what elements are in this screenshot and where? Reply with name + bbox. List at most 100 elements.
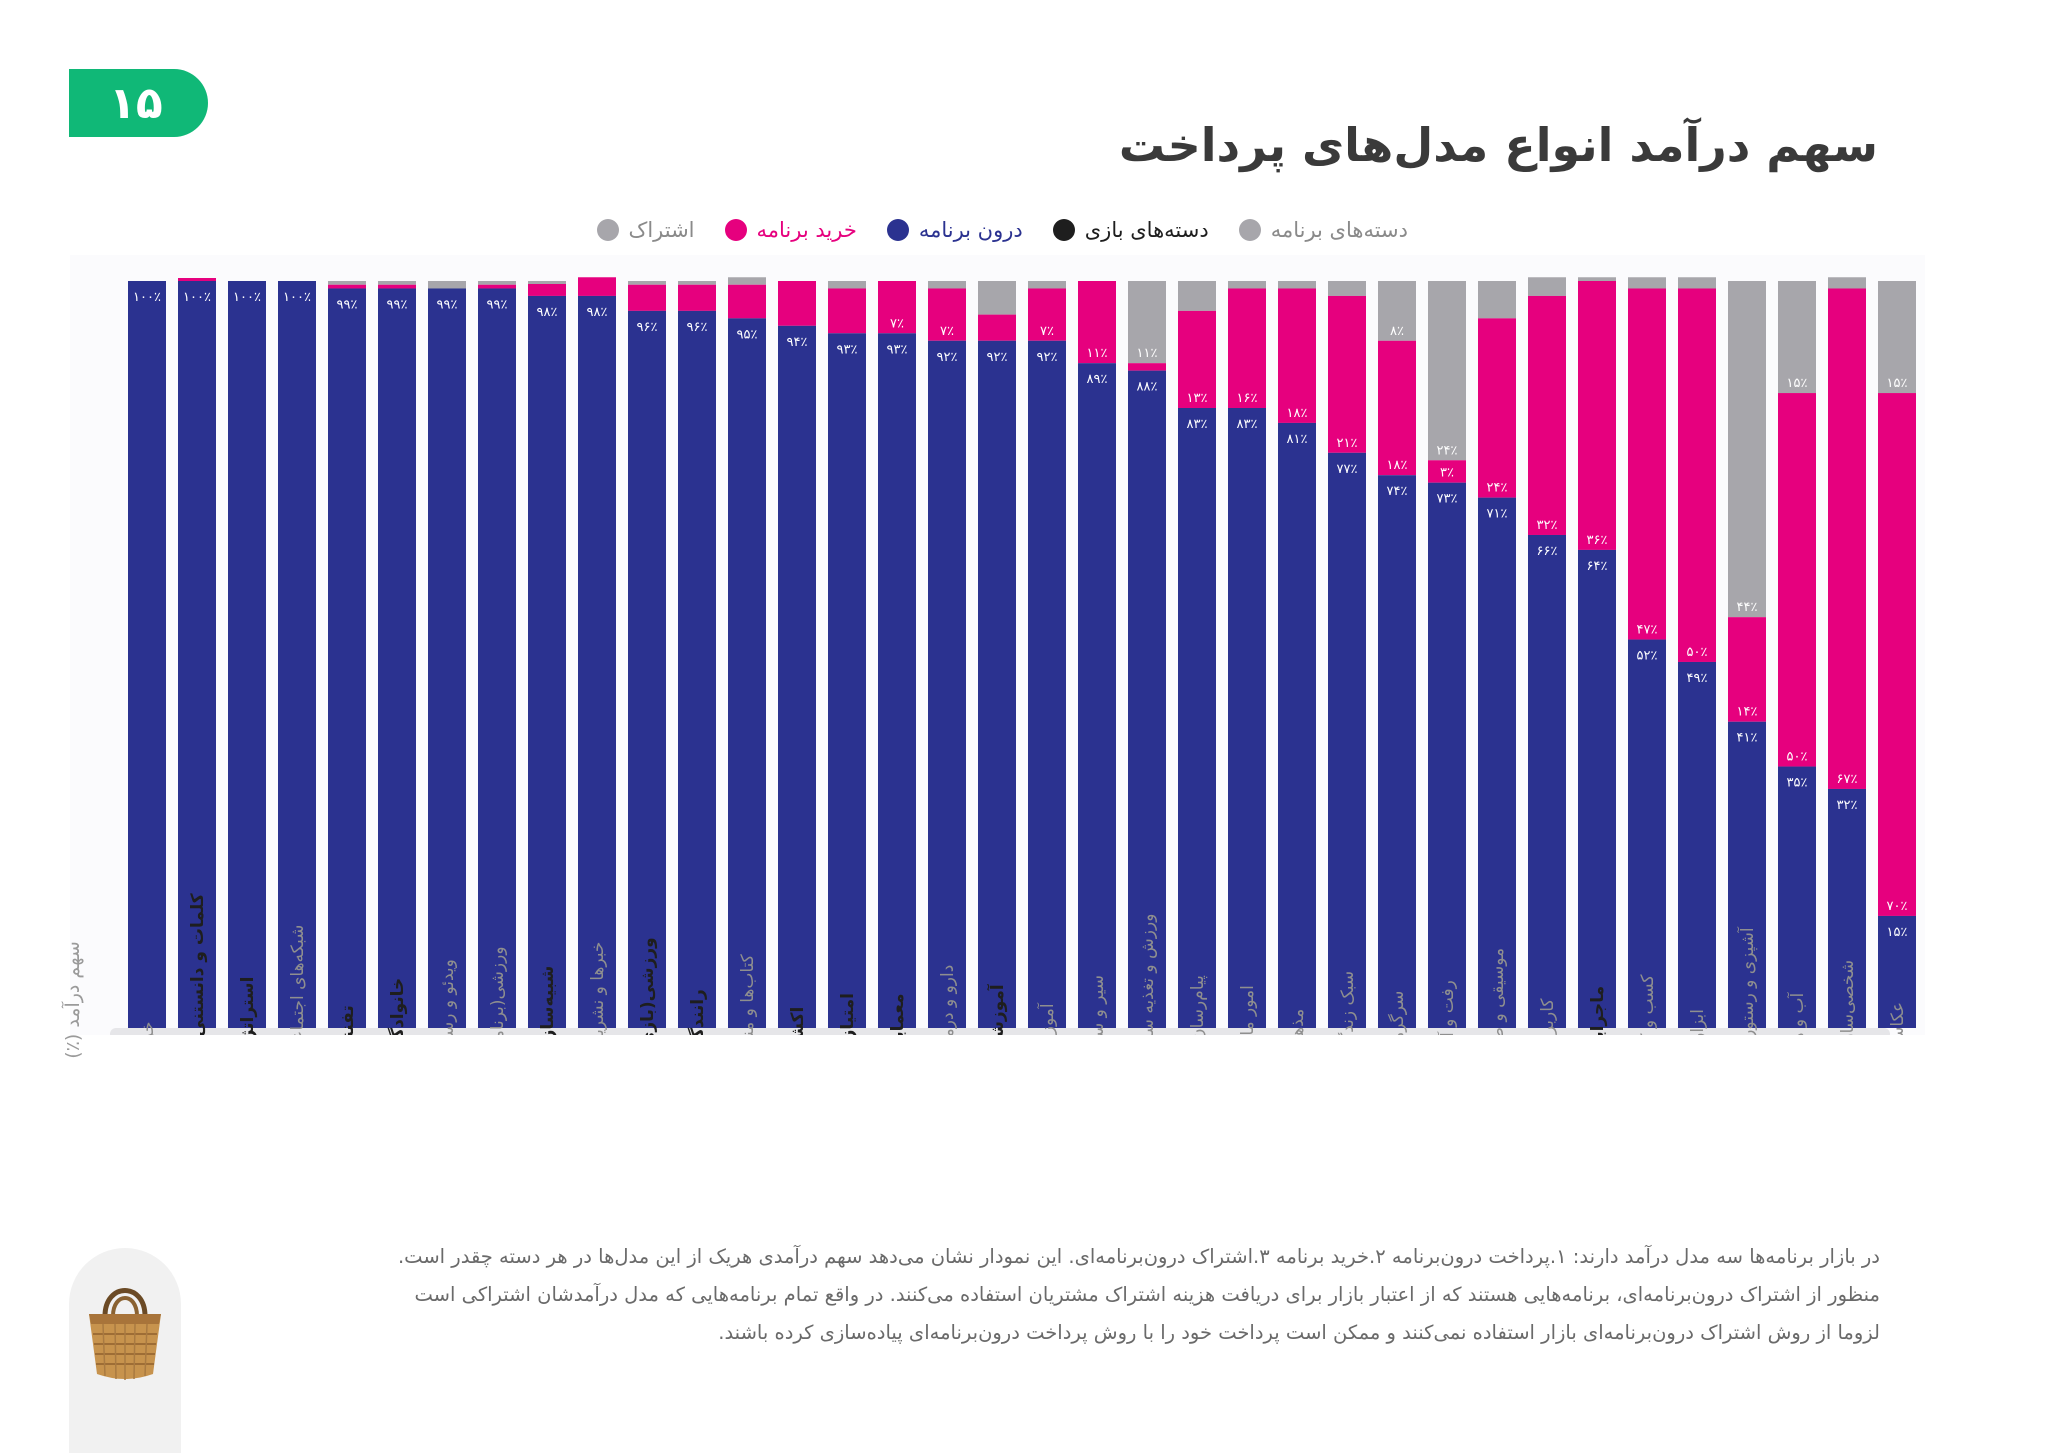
bar-segment-app-purchase bbox=[778, 281, 816, 326]
bar-segment-app-purchase bbox=[328, 284, 366, 289]
data-label-in-app: ۸۳٪ bbox=[1237, 417, 1258, 432]
bar-segment-app-purchase bbox=[528, 283, 566, 296]
bar-segment-subscription bbox=[1378, 281, 1416, 341]
x-tick-label: سرگرمی bbox=[1387, 991, 1408, 1035]
bar-segment-in-app bbox=[628, 310, 666, 1028]
legend-item-in-app: درون برنامه bbox=[886, 218, 1023, 242]
x-tick-label: معمایی bbox=[888, 994, 908, 1035]
data-label-in-app: ۸۹٪ bbox=[1087, 372, 1108, 387]
legend-label-app-purchase: خرید برنامه bbox=[756, 218, 857, 242]
data-label-in-app: ۶۴٪ bbox=[1587, 559, 1608, 574]
data-label-in-app: ۶۶٪ bbox=[1537, 544, 1558, 559]
bar-segment-in-app bbox=[1628, 639, 1666, 1028]
bar-segment-in-app bbox=[1328, 452, 1366, 1028]
data-label-in-app: ۹۲٪ bbox=[937, 350, 958, 365]
data-label-app-purchase: ۵۰٪ bbox=[1687, 645, 1708, 660]
data-label-in-app: ۳۲٪ bbox=[1837, 798, 1858, 813]
bar-segment-in-app bbox=[478, 288, 516, 1029]
x-tick-label: ماجرایی bbox=[1588, 986, 1608, 1035]
legend-item-app-purchase: خرید برنامه bbox=[724, 218, 857, 242]
x-tick-label: خانوادگی bbox=[387, 978, 408, 1035]
data-label-in-app: ۳۵٪ bbox=[1787, 776, 1808, 791]
bar-segment-app-purchase bbox=[1428, 460, 1466, 483]
y-axis-label: سهم درآمد (٪) bbox=[62, 941, 84, 1059]
data-label-in-app: ۷۴٪ bbox=[1387, 484, 1408, 499]
bar-segment-app-purchase bbox=[1228, 288, 1266, 408]
data-label-in-app: ۹۸٪ bbox=[587, 305, 608, 320]
bar-segment-in-app bbox=[1178, 407, 1216, 1028]
bar-segment-app-purchase bbox=[478, 284, 516, 289]
x-tick-label: تفننی bbox=[338, 1005, 358, 1035]
x-tick-label: مذهبی bbox=[1288, 1009, 1308, 1035]
page-title: سهم درآمد انواع مدل‌های پرداخت bbox=[1118, 118, 1878, 172]
bar-segment-in-app bbox=[1878, 915, 1916, 1028]
x-tick-label: ورزشی(برنامه) bbox=[488, 946, 508, 1035]
bar-segment-app-purchase bbox=[1628, 288, 1666, 640]
x-tick-label: آموزش bbox=[1036, 1002, 1058, 1035]
data-label-in-app: ۸۸٪ bbox=[1137, 380, 1158, 395]
bar-segment-in-app bbox=[1578, 549, 1616, 1028]
legend-label-in-app: درون برنامه bbox=[918, 218, 1023, 242]
legend-dot-app-categories bbox=[1238, 219, 1261, 241]
bar-segment-subscription bbox=[1128, 281, 1166, 364]
bar-segment-subscription bbox=[1578, 277, 1616, 281]
chart-legend: اشتراک خرید برنامه درون برنامه دسته‌های … bbox=[596, 212, 1408, 248]
bar-segment-subscription bbox=[928, 281, 966, 289]
bar-segment-app-purchase bbox=[1278, 288, 1316, 423]
bar-segment-in-app bbox=[378, 288, 416, 1029]
x-tick-label: رانندگی bbox=[687, 989, 708, 1035]
data-label-in-app: ۹۹٪ bbox=[437, 297, 458, 312]
bar-segment-app-purchase bbox=[1128, 363, 1166, 371]
bar-segment-in-app bbox=[428, 288, 466, 1029]
data-label-app-purchase: ۲۴٪ bbox=[1487, 481, 1508, 496]
footnote: در بازار برنامه‌ها سه مدل درآمد دارند: ۱… bbox=[320, 1238, 1880, 1352]
bar-segment-subscription bbox=[978, 281, 1016, 315]
stacked-bar-chart: ۱۰۰٪ خرید ۱۰۰٪ کلمات و دانستنی‌ها ۱۰۰٪ استرات… bbox=[70, 255, 1925, 1035]
bar-segment-app-purchase bbox=[178, 278, 216, 281]
bar-segment-in-app bbox=[1228, 407, 1266, 1028]
bar-segment-app-purchase bbox=[728, 284, 766, 319]
bar-segment-in-app bbox=[1728, 721, 1766, 1028]
data-label-in-app: ۱۰۰٪ bbox=[183, 290, 211, 305]
x-tick-label: استراتژی bbox=[238, 977, 258, 1035]
x-tick-label: کلمات و دانستنی‌ها bbox=[188, 893, 208, 1035]
bar-segment-app-purchase bbox=[1028, 288, 1066, 341]
bar-segment-in-app bbox=[128, 281, 166, 1028]
x-tick-label: موسیقی و صدا bbox=[1488, 948, 1508, 1035]
data-label-app-purchase: ۵۰٪ bbox=[1787, 750, 1808, 765]
data-label-app-purchase: ۱۸٪ bbox=[1387, 458, 1408, 473]
data-label-in-app: ۴۱٪ bbox=[1737, 731, 1758, 746]
bar-segment-subscription bbox=[828, 281, 866, 289]
data-label-in-app: ۹۹٪ bbox=[387, 297, 408, 312]
legend-label-app-categories: دسته‌های برنامه bbox=[1270, 218, 1408, 242]
bar-segment-in-app bbox=[678, 310, 716, 1028]
footnote-line-3: لزوما از روش اشتراک درون‌برنامه‌ای بازار… bbox=[718, 1321, 1880, 1344]
data-label-app-purchase: ۶۷٪ bbox=[1837, 772, 1858, 787]
bar-segment-subscription bbox=[478, 281, 516, 285]
bar-segment-in-app bbox=[928, 340, 966, 1028]
data-label-subscription: ۴۴٪ bbox=[1737, 600, 1758, 615]
bar-segment-subscription bbox=[628, 281, 666, 285]
x-tick-label: ابزارها bbox=[1688, 1009, 1708, 1035]
bar-segment-subscription bbox=[1628, 277, 1666, 289]
bar-segment-subscription bbox=[1828, 277, 1866, 289]
bar-segment-in-app bbox=[1528, 534, 1566, 1028]
data-label-subscription: ۱۵٪ bbox=[1887, 376, 1908, 391]
data-label-in-app: ۹۹٪ bbox=[337, 297, 358, 312]
bar-segment-app-purchase bbox=[1178, 310, 1216, 408]
page-number: ۱۵ bbox=[109, 77, 163, 129]
bar-segment-subscription bbox=[328, 281, 366, 285]
data-label-in-app: ۱۰۰٪ bbox=[133, 290, 161, 305]
chart-area: ۱۰۰٪ خرید ۱۰۰٪ کلمات و دانستنی‌ها ۱۰۰٪ استرات… bbox=[70, 255, 1925, 1035]
bar-segment-in-app bbox=[1828, 788, 1866, 1028]
legend-dot-subscription bbox=[596, 219, 619, 241]
bar-segment-in-app bbox=[178, 281, 216, 1028]
data-label-app-purchase: ۳۲٪ bbox=[1537, 518, 1558, 533]
x-tick-label: آب و هوا bbox=[1786, 992, 1808, 1035]
bar-segment-app-purchase bbox=[878, 281, 916, 334]
x-tick-label: کتاب‌ها و منابع bbox=[738, 953, 758, 1035]
data-label-in-app: ۷۱٪ bbox=[1487, 507, 1508, 522]
bar-segment-in-app bbox=[578, 295, 616, 1028]
bar-segment-subscription bbox=[1478, 281, 1516, 319]
data-label-in-app: ۹۲٪ bbox=[987, 350, 1008, 365]
